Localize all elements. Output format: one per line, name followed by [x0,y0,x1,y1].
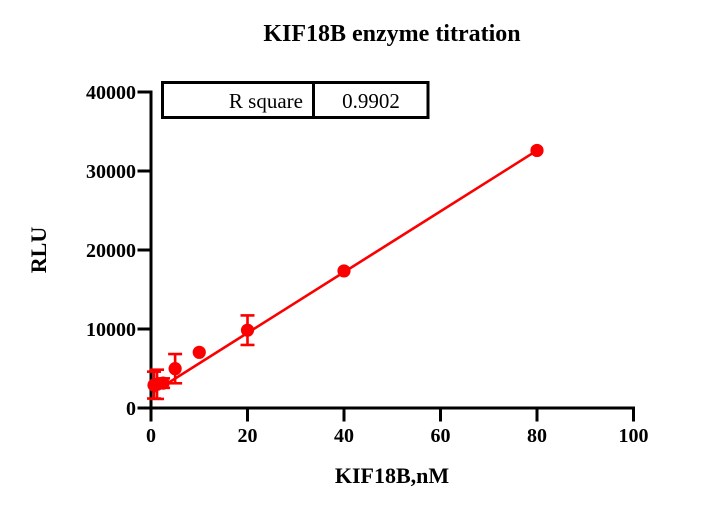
rsquare-value: 0.9902 [342,89,400,113]
plot-area: 0 10000 20000 30000 40000 0 20 40 60 80 100 [86,82,649,447]
y-tick-label: 30000 [86,161,136,183]
stats-box-frame [161,81,430,119]
rsquare-label: R square [229,89,303,113]
data-point [156,376,170,390]
y-tick-label: 20000 [86,240,136,262]
x-tick-label: 40 [334,425,354,447]
x-tick-label: 60 [431,425,451,447]
y-axis-title: RLU [26,227,51,274]
y-tick-label: 0 [126,398,136,420]
x-tick-label: 80 [527,425,547,447]
stats-box: R square 0.9902 [161,81,430,119]
data-point [240,323,255,337]
chart-title: KIF18B enzyme titration [263,21,520,47]
data-point [192,345,206,359]
data-point [337,264,351,278]
x-tick-label: 20 [238,425,258,447]
data-point [168,362,182,376]
y-tick-label: 40000 [86,82,136,104]
y-tick-label: 10000 [86,319,136,341]
data-point [530,143,544,158]
x-tick-label: 100 [619,425,649,447]
x-axis-title: KIF18B,nM [335,463,450,488]
x-tick-label: 0 [146,425,156,447]
